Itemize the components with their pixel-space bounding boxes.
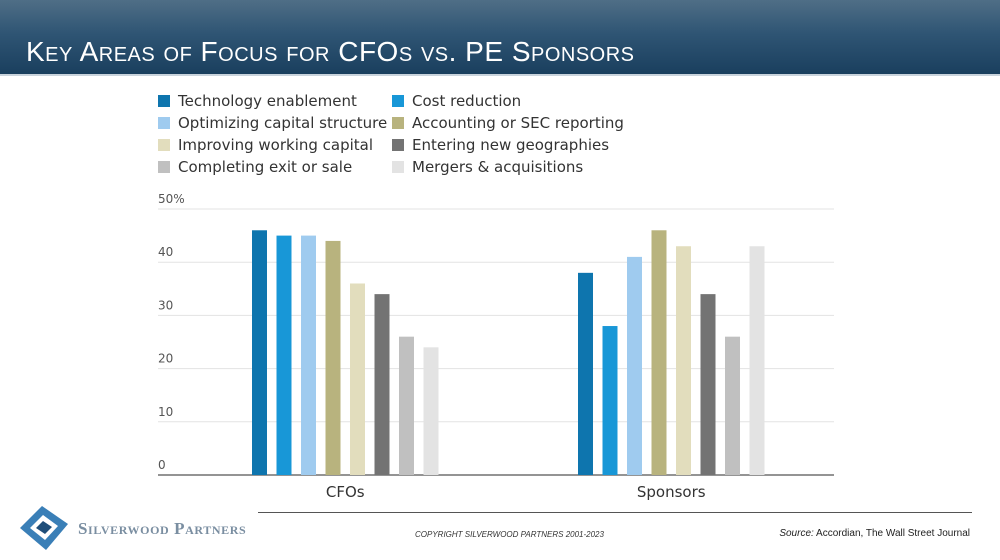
title-bar: Key Areas of Focus for CFOs vs. PE Spons… [0, 0, 1000, 74]
legend-swatch [392, 139, 404, 151]
bar [276, 235, 292, 475]
legend-label: Accounting or SEC reporting [412, 114, 624, 132]
bar [749, 246, 765, 475]
legend-swatch [392, 95, 404, 107]
legend-label: Optimizing capital structure [178, 114, 388, 132]
bar [602, 326, 618, 475]
source-label: Source: [779, 528, 814, 539]
legend-swatch [392, 161, 404, 173]
bar [651, 230, 667, 475]
legend-label: Entering new geographies [412, 136, 610, 154]
copyright-text: COPYRIGHT SILVERWOOD PARTNERS 2001-2023 [415, 530, 604, 539]
bar [423, 347, 439, 475]
legend-label: Completing exit or sale [178, 158, 353, 176]
bar-chart: 0 10 20 30 40 50% CFOs Sponsors [158, 192, 834, 501]
bar [350, 283, 365, 475]
y-tick-label: 0 [158, 458, 166, 472]
page-title: Key Areas of Focus for CFOs vs. PE Spons… [26, 36, 635, 67]
bar [252, 230, 267, 475]
bar [325, 240, 341, 475]
y-tick-label: 30 [158, 298, 173, 312]
legend-label: Cost reduction [412, 92, 522, 110]
source-note: Source: Accordian, The Wall Street Journ… [779, 528, 970, 539]
legend-swatch [158, 95, 170, 107]
source-text: Accordian, The Wall Street Journal [816, 528, 970, 539]
bar [725, 336, 740, 475]
legend-swatch [158, 139, 170, 151]
bar [700, 294, 716, 475]
y-tick-label: 10 [158, 405, 173, 419]
y-tick-label: 40 [158, 245, 173, 259]
legend-swatch [158, 161, 170, 173]
legend-label: Technology enablement [178, 92, 357, 110]
bar [399, 336, 414, 475]
legend-swatch [392, 117, 404, 129]
bar [578, 272, 593, 475]
x-category-label: CFOs [326, 483, 365, 501]
legend-swatch [158, 117, 170, 129]
legend-label: Improving working capital [178, 136, 374, 154]
bar [676, 246, 691, 475]
silverwood-logo-icon [20, 506, 68, 550]
y-tick-label: 20 [158, 352, 173, 366]
footer-divider [258, 512, 972, 513]
title-divider [0, 74, 1000, 76]
bar [374, 294, 390, 475]
x-category-label: Sponsors [637, 483, 706, 501]
bar [301, 235, 316, 475]
brand-name: Silverwood Partners [78, 519, 247, 538]
bar [627, 256, 642, 475]
legend-label: Mergers & acquisitions [412, 158, 584, 176]
y-tick-label: 50% [158, 192, 185, 206]
